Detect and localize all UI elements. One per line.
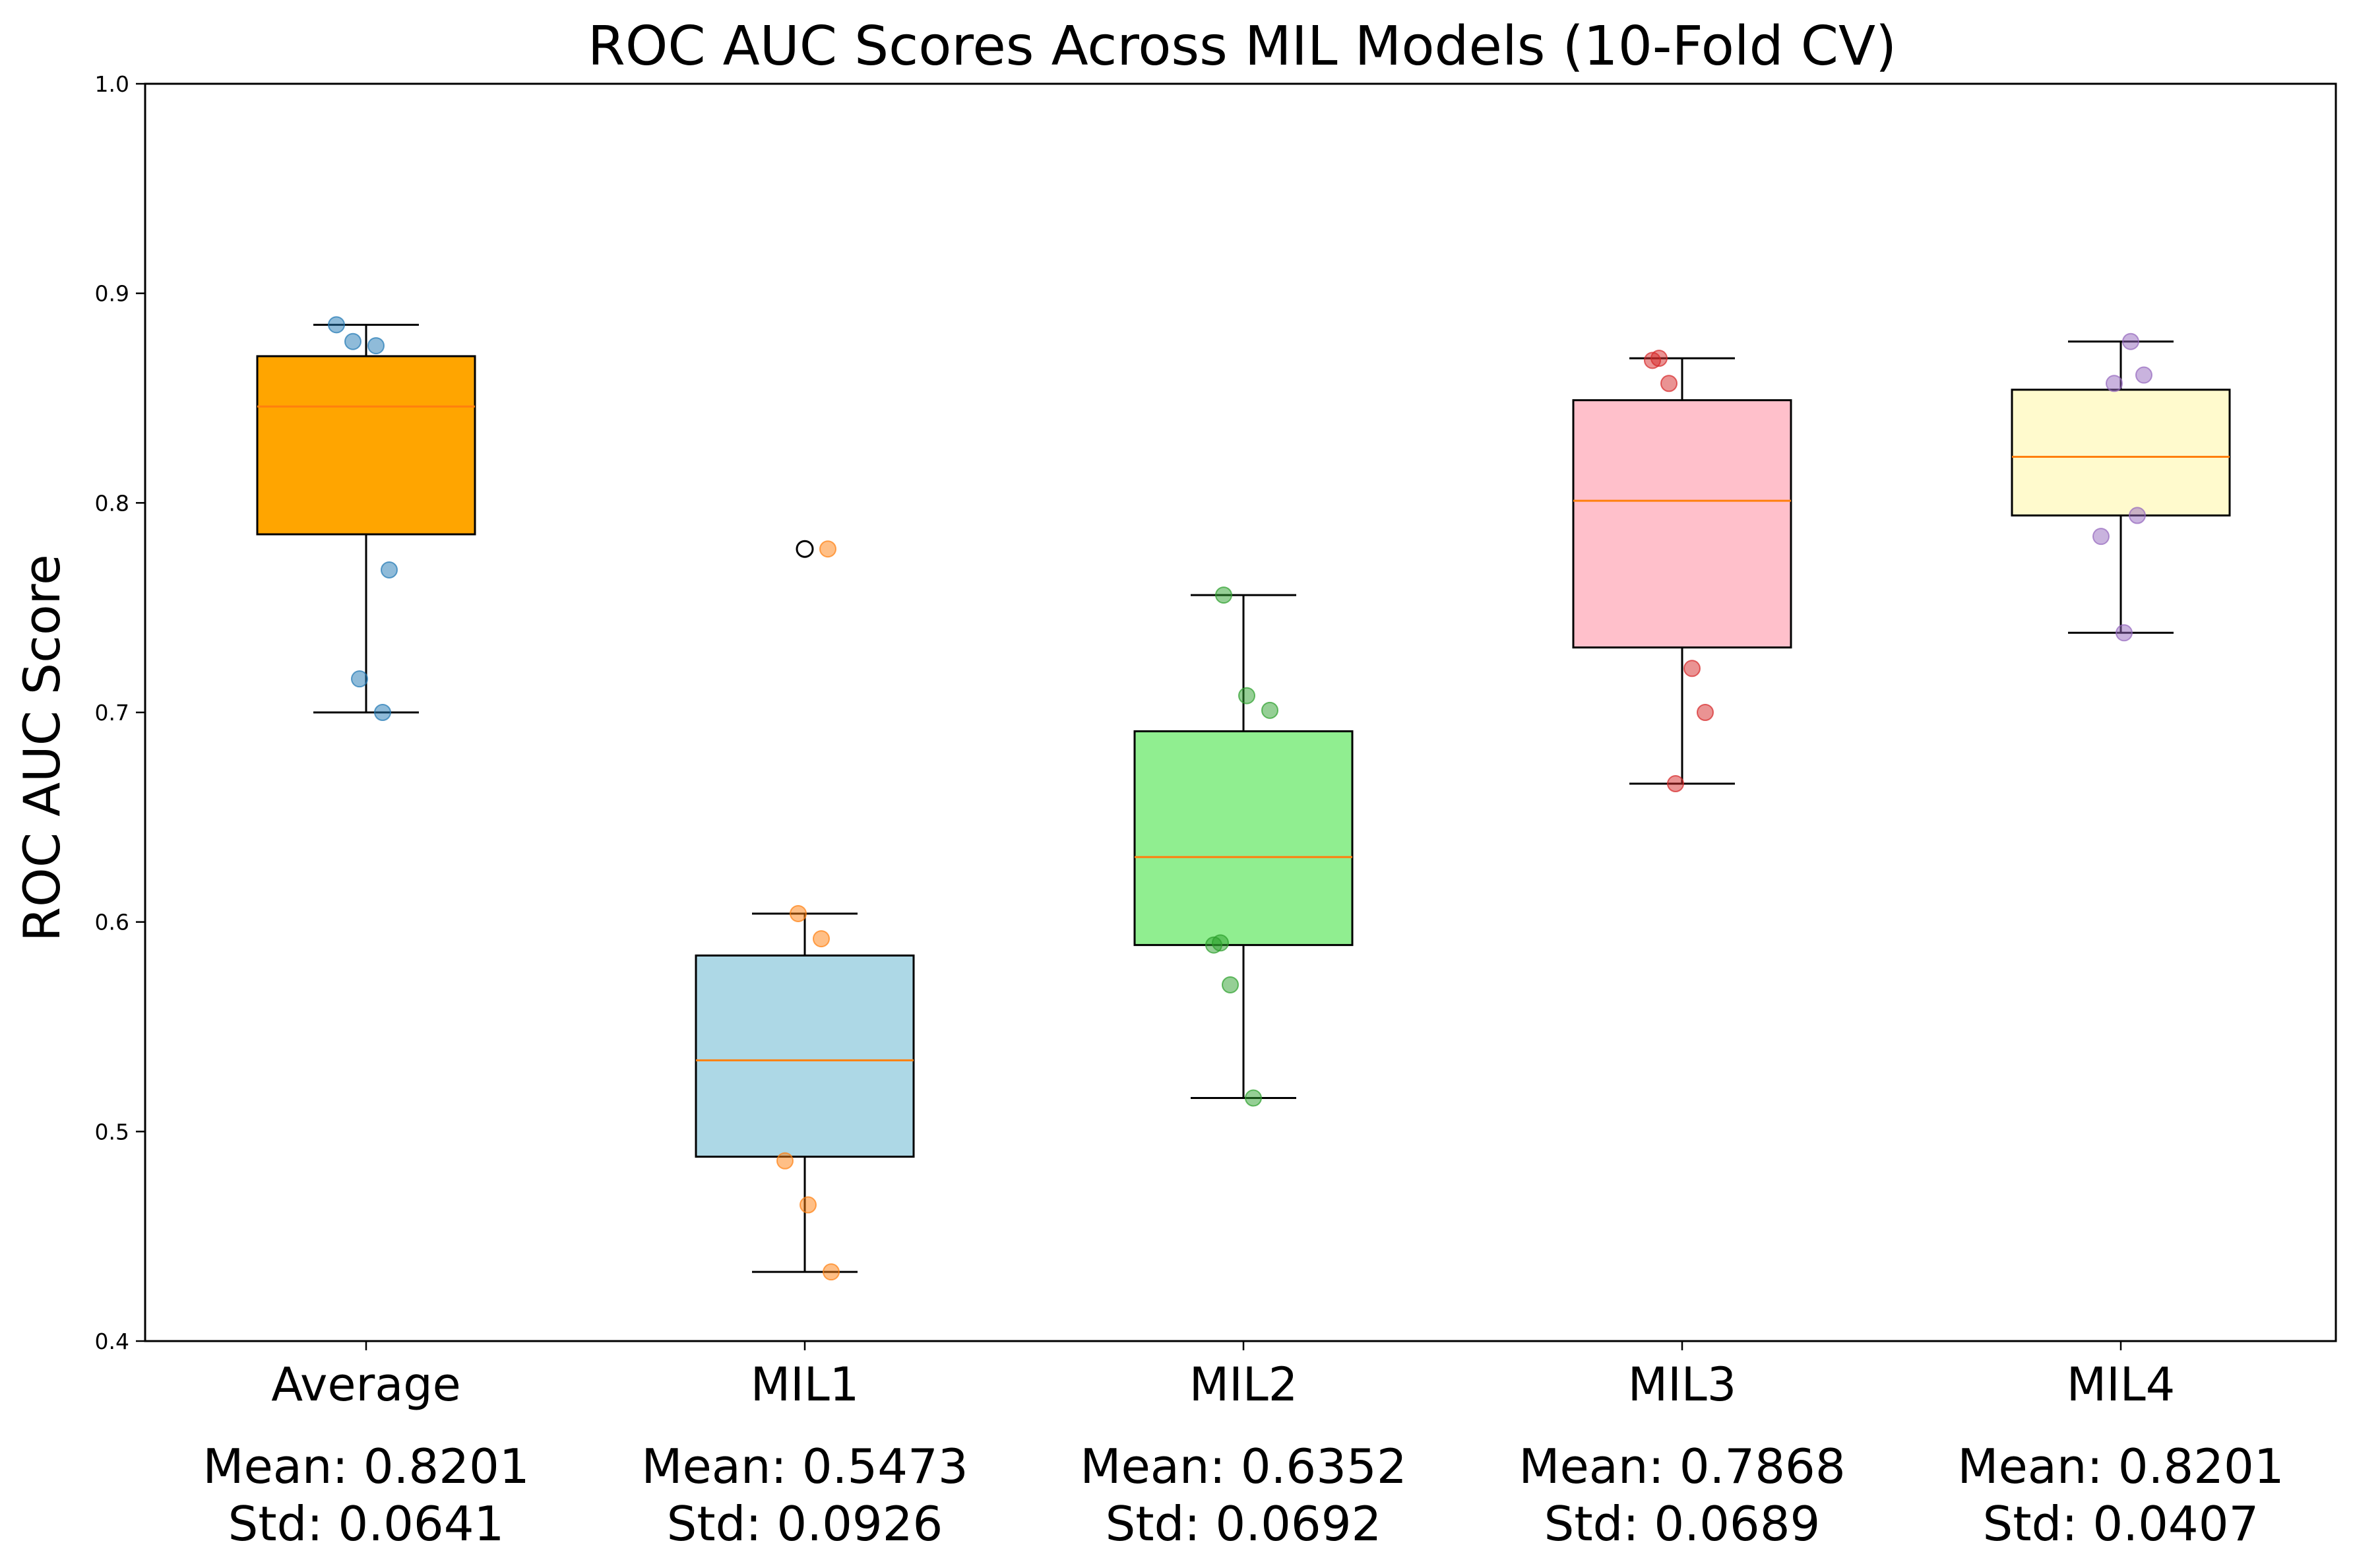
data-point xyxy=(2122,332,2139,350)
mean-label: Mean: 0.7868 xyxy=(1519,1439,1845,1494)
std-label: Std: 0.0926 xyxy=(667,1496,943,1552)
data-point xyxy=(328,316,345,334)
std-label: Std: 0.0692 xyxy=(1106,1496,1382,1552)
data-point xyxy=(374,704,391,721)
data-point xyxy=(1660,375,1678,392)
mean-label: Mean: 0.6352 xyxy=(1080,1439,1406,1494)
data-point xyxy=(790,904,807,922)
mean-label: Mean: 0.5473 xyxy=(641,1439,968,1494)
data-point xyxy=(1261,701,1278,719)
data-point xyxy=(1644,352,1661,369)
std-label: Std: 0.0641 xyxy=(228,1496,505,1552)
std-label: Std: 0.0689 xyxy=(1544,1496,1821,1552)
data-point xyxy=(2116,624,2133,642)
box-iqr xyxy=(695,954,915,1158)
data-point xyxy=(1245,1089,1262,1107)
box-iqr xyxy=(1572,399,1792,649)
data-point xyxy=(1683,660,1701,677)
data-point xyxy=(813,930,830,948)
data-point xyxy=(1697,704,1714,721)
data-point xyxy=(1667,775,1684,793)
data-point xyxy=(1215,586,1232,604)
data-point xyxy=(819,540,836,558)
y-axis-label: ROC AUC Score xyxy=(13,554,71,942)
box-iqr xyxy=(256,355,476,536)
y-tick-label: 0.5 xyxy=(95,1119,129,1145)
y-tick-label: 1.0 xyxy=(95,71,129,97)
x-tick-label: MIL1 xyxy=(751,1358,860,1412)
data-point xyxy=(823,1263,840,1281)
chart-title: ROC AUC Scores Across MIL Models (10-Fol… xyxy=(588,15,1897,78)
y-tick-label: 0.4 xyxy=(95,1329,129,1354)
data-point xyxy=(1222,976,1239,993)
data-point xyxy=(800,1196,817,1214)
x-tick-label: MIL3 xyxy=(1628,1358,1737,1412)
plot-area: 0.4 0.5 0.6 0.7 0.8 0.9 1.0 Average Mean: 0.8201… xyxy=(95,71,2337,1552)
data-point xyxy=(776,1152,794,1170)
data-point xyxy=(351,670,368,688)
x-tick-label: MIL4 xyxy=(2067,1358,2176,1412)
data-point xyxy=(2129,507,2146,524)
box-iqr xyxy=(2011,389,2231,517)
data-point xyxy=(2135,366,2152,384)
data-point xyxy=(367,337,385,355)
plot-frame xyxy=(144,82,2337,1342)
std-label: Std: 0.0407 xyxy=(1983,1496,2259,1552)
data-point xyxy=(1238,687,1255,705)
x-tick-label: Average xyxy=(271,1358,460,1412)
y-tick-label: 0.7 xyxy=(95,700,129,726)
mean-label: Mean: 0.8201 xyxy=(1957,1439,2284,1494)
data-point xyxy=(381,561,398,579)
y-tick-label: 0.6 xyxy=(95,910,129,935)
y-tick-label: 0.8 xyxy=(95,490,129,516)
data-point xyxy=(2106,375,2123,392)
y-tick-label: 0.9 xyxy=(95,281,129,307)
outlier-marker xyxy=(796,540,814,558)
data-point xyxy=(2092,528,2110,546)
box-iqr xyxy=(1133,730,1354,947)
x-tick-label: MIL2 xyxy=(1189,1358,1298,1412)
data-point xyxy=(1205,936,1222,954)
data-point xyxy=(344,332,361,350)
mean-label: Mean: 0.8201 xyxy=(203,1439,529,1494)
